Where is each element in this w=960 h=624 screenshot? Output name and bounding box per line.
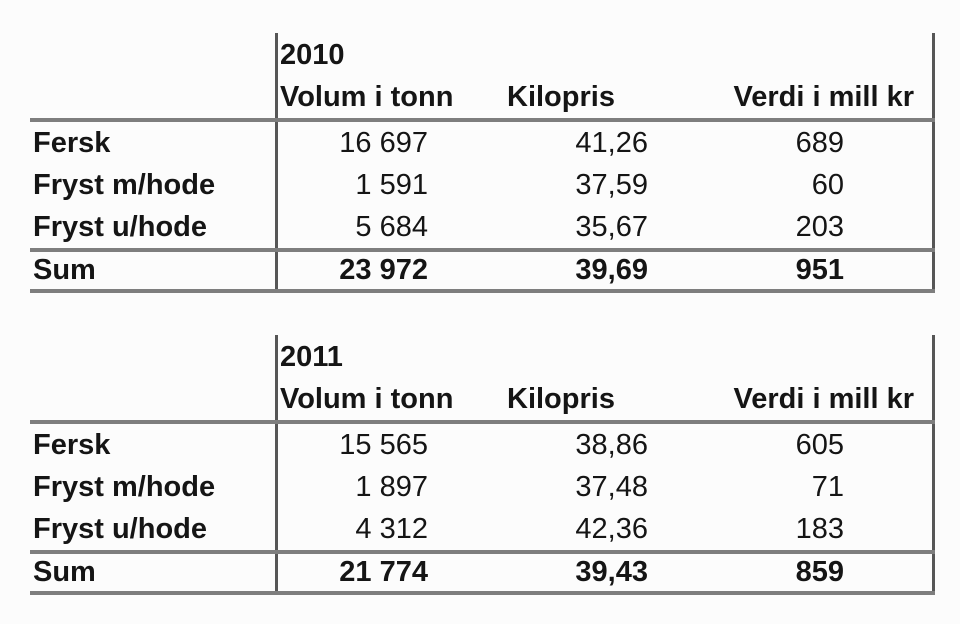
cell-verdi: 605: [660, 424, 935, 466]
sum-row: Sum 21 774 39,43 859: [30, 554, 935, 595]
table-2010: 2010 Volum i tonn Kilopris Verdi i mill …: [30, 33, 935, 293]
column-header-kilopris: Kilopris: [507, 81, 615, 113]
header-row: Volum i tonn Kilopris Verdi i mill kr: [30, 379, 935, 424]
cell-volum: 5 684: [275, 206, 480, 248]
column-header-verdi: Verdi i mill kr: [660, 77, 935, 118]
cell-volum: 4 312: [275, 508, 480, 550]
cell-volum: 1 591: [275, 164, 480, 206]
row-label: Fryst m/hode: [33, 169, 216, 201]
sum-label: Sum: [33, 556, 96, 588]
column-header-kilopris: Kilopris: [507, 383, 615, 415]
spacer-cell: [30, 379, 275, 420]
table-row: Fryst u/hode 5 684 35,67 203: [30, 206, 935, 252]
spacer-cell: [480, 335, 660, 379]
table-row: Fryst m/hode 1 897 37,48 71: [30, 466, 935, 508]
cell-verdi: 60: [660, 164, 935, 206]
row-label: Fryst u/hode: [33, 513, 208, 545]
column-header-volum: Volum i tonn: [275, 77, 480, 118]
cell-kilopris: 37,48: [575, 471, 648, 503]
cell-kilopris: 41,26: [575, 127, 648, 159]
cell-verdi: 203: [660, 206, 935, 248]
row-label: Fersk: [33, 429, 111, 461]
table-row: Fersk 15 565 38,86 605: [30, 424, 935, 466]
cell-kilopris: 35,67: [575, 211, 648, 243]
cell-verdi: 183: [660, 508, 935, 550]
sum-verdi: 859: [660, 554, 935, 591]
sum-volum: 23 972: [275, 252, 480, 289]
sum-kilopris: 39,69: [575, 254, 648, 286]
table-row: Fryst u/hode 4 312 42,36 183: [30, 508, 935, 554]
column-header-volum: Volum i tonn: [275, 379, 480, 420]
sum-kilopris: 39,43: [575, 556, 648, 588]
table-2011: 2011 Volum i tonn Kilopris Verdi i mill …: [30, 335, 935, 595]
column-header-verdi: Verdi i mill kr: [660, 379, 935, 420]
spacer-cell: [30, 335, 275, 379]
sum-volum: 21 774: [275, 554, 480, 591]
year-row: 2010: [30, 33, 935, 77]
spacer-cell: [480, 33, 660, 77]
cell-kilopris: 38,86: [575, 429, 648, 461]
spacer-cell: [660, 33, 935, 77]
year-label: 2011: [275, 335, 480, 379]
spacer-cell: [660, 335, 935, 379]
row-label: Fersk: [33, 127, 111, 159]
cell-verdi: 71: [660, 466, 935, 508]
cell-volum: 15 565: [275, 424, 480, 466]
page: 2010 Volum i tonn Kilopris Verdi i mill …: [0, 33, 960, 624]
cell-volum: 16 697: [275, 122, 480, 164]
sum-label: Sum: [33, 254, 96, 286]
sum-row: Sum 23 972 39,69 951: [30, 252, 935, 293]
cell-kilopris: 42,36: [575, 513, 648, 545]
year-row: 2011: [30, 335, 935, 379]
sum-verdi: 951: [660, 252, 935, 289]
table-row: Fryst m/hode 1 591 37,59 60: [30, 164, 935, 206]
table-row: Fersk 16 697 41,26 689: [30, 122, 935, 164]
year-label: 2010: [275, 33, 480, 77]
row-label: Fryst m/hode: [33, 471, 216, 503]
header-row: Volum i tonn Kilopris Verdi i mill kr: [30, 77, 935, 122]
spacer-cell: [30, 33, 275, 77]
row-label: Fryst u/hode: [33, 211, 208, 243]
cell-volum: 1 897: [275, 466, 480, 508]
cell-kilopris: 37,59: [575, 169, 648, 201]
cell-verdi: 689: [660, 122, 935, 164]
spacer-cell: [30, 77, 275, 118]
